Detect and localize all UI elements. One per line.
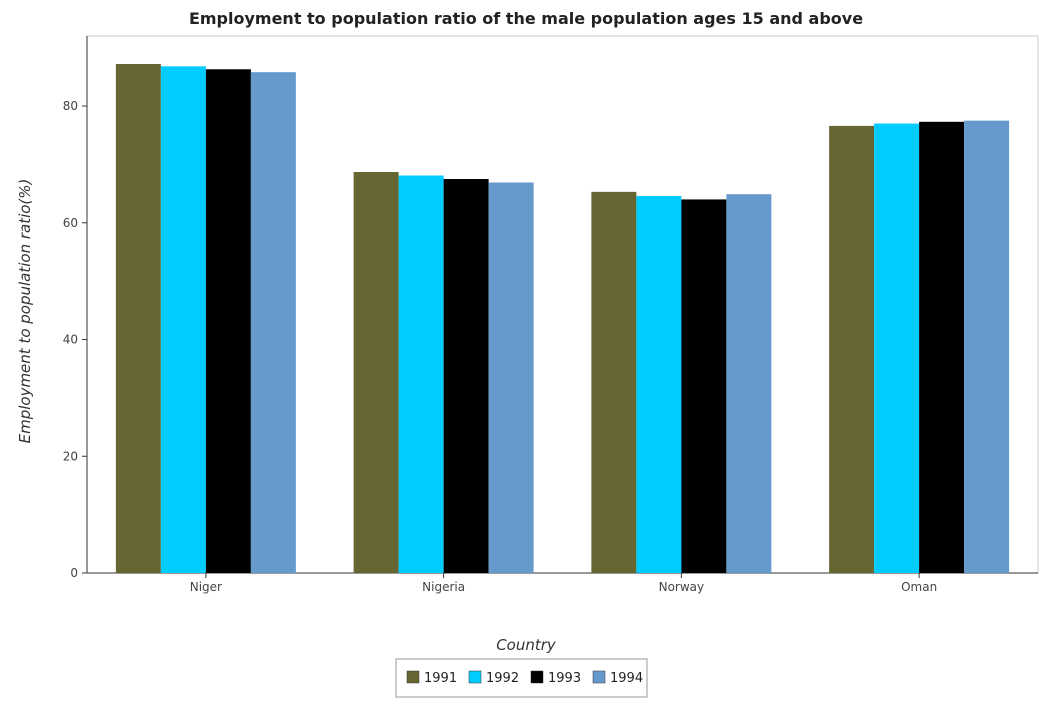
bar-norway-1991 — [591, 191, 637, 573]
legend-swatch-1991 — [406, 670, 420, 684]
legend-label-1993: 1993 — [548, 671, 581, 686]
y-tick-label: 80 — [63, 99, 78, 113]
bar-nigeria-1993 — [443, 179, 489, 573]
legend-swatch-1994 — [592, 670, 606, 684]
bar-oman-1992 — [874, 123, 920, 573]
bar-oman-1993 — [919, 121, 965, 574]
bar-nigeria-1992 — [398, 175, 444, 573]
x-tick-label: Norway — [659, 580, 705, 594]
bar-nigeria-1991 — [353, 172, 399, 573]
x-tick-label: Oman — [901, 580, 937, 594]
bar-oman-1994 — [964, 120, 1010, 574]
bar-nigeria-1994 — [488, 182, 534, 573]
bar-niger-1994 — [250, 72, 296, 573]
y-tick-label: 40 — [63, 333, 78, 347]
bar-niger-1993 — [205, 69, 251, 573]
legend-swatch-1993 — [530, 670, 544, 684]
legend-label-1994: 1994 — [610, 671, 643, 686]
legend-label-1991: 1991 — [424, 671, 457, 686]
bar-norway-1993 — [681, 199, 727, 573]
legend-swatch-1992 — [468, 670, 482, 684]
y-axis-label: Employment to population ratio(%) — [16, 179, 34, 444]
x-tick-label: Niger — [190, 580, 222, 594]
bar-niger-1991 — [115, 64, 161, 573]
x-axis-label: Country — [496, 636, 557, 654]
bar-norway-1992 — [636, 195, 682, 573]
bar-norway-1994 — [726, 194, 772, 573]
y-tick-label: 60 — [63, 216, 78, 230]
x-tick-label: Nigeria — [422, 580, 465, 594]
y-tick-label: 0 — [70, 566, 78, 580]
bar-oman-1991 — [829, 125, 875, 573]
legend-label-1992: 1992 — [486, 671, 519, 686]
y-tick-label: 20 — [63, 449, 78, 463]
chart-title: Employment to population ratio of the ma… — [189, 9, 863, 28]
bar-niger-1992 — [160, 66, 206, 573]
